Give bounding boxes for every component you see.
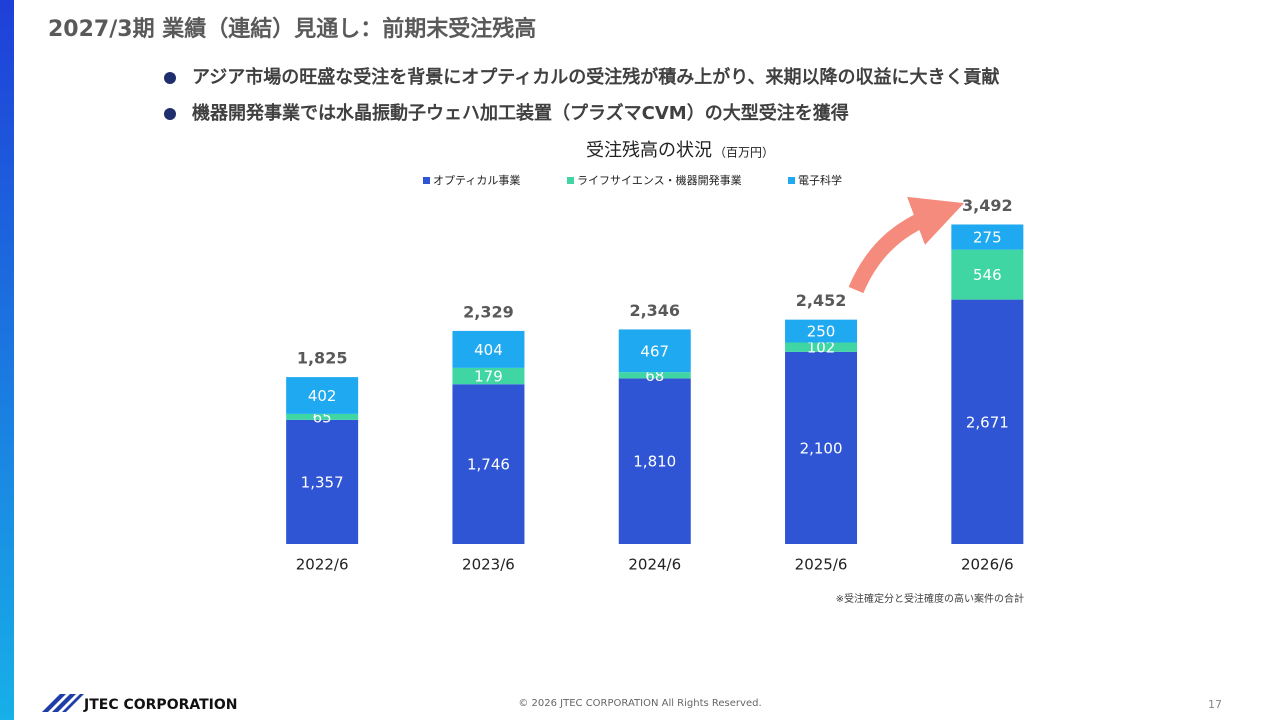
value-label: 102 [807,339,836,357]
value-label: 402 [308,387,337,405]
bar-segment [452,330,525,368]
bar-segment [785,342,858,352]
bullet: 機器開発事業では水晶振動子ウェハ加工装置（プラズマCVM）の大型受注を獲得 [192,102,849,124]
bar-segment [785,319,858,343]
value-label: 1,810 [633,453,676,471]
bar-segment [951,224,1024,250]
bullet: アジア市場の旺盛な受注を背景にオプティカルの受注残が積み上がり、来期以降の収益に… [192,66,999,88]
bar-segment [618,329,691,373]
bullet-dot [164,72,176,84]
x-tick-label: 2023/6 [462,556,515,574]
bar-segment [785,351,858,544]
total-label: 2,452 [796,291,847,310]
value-label: 1,746 [467,456,510,474]
value-label: 404 [474,341,503,359]
logo-mark [42,694,84,712]
bar-segment [286,413,359,420]
legend-label: ライフサイエンス・機器開発事業 [577,173,742,187]
legend-label: 電子科学 [798,173,842,187]
bar-segment [286,377,359,414]
bar-segment [618,378,691,544]
bar-segment [452,367,525,385]
bar-segment [951,249,1024,300]
x-tick-label: 2022/6 [296,556,349,574]
total-label: 1,825 [297,349,348,368]
total-label: 2,329 [463,302,514,321]
slide-title: 2027/3期 業績（連結）見通し：前期末受注残高 [48,16,536,42]
page-number: 17 [1208,698,1222,711]
logo-text: JTEC CORPORATION [83,697,238,713]
legend-swatch [423,177,430,184]
x-tick-label: 2026/6 [961,556,1014,574]
total-label: 2,346 [629,301,680,320]
total-label: 3,492 [962,196,1013,215]
x-tick-label: 2025/6 [795,556,848,574]
legend-swatch [567,177,574,184]
x-tick-label: 2024/6 [628,556,681,574]
bar-segment [618,372,691,379]
footnote: ※受注確定分と受注確度の高い案件の合計 [836,592,1024,605]
value-label: 2,100 [800,439,843,457]
bullet-dot [164,108,176,120]
value-label: 467 [640,342,669,360]
chart-title: 受注残高の状況 [586,140,712,161]
legend-swatch [788,177,795,184]
value-label: 275 [973,229,1002,247]
value-label: 250 [807,323,836,341]
side-band [0,0,14,720]
bar-segment [286,419,359,544]
value-label: 179 [474,368,503,386]
bar-segment [452,384,525,544]
value-label: 2,671 [966,413,1009,431]
chart-unit: （百万円） [714,146,774,160]
copyright: © 2026 JTEC CORPORATION All Rights Reser… [518,698,761,709]
legend-label: オプティカル事業 [433,174,520,187]
value-label: 1,357 [301,473,344,491]
bar-segment [951,299,1024,544]
value-label: 546 [973,266,1002,284]
growth-arrow [848,196,964,294]
